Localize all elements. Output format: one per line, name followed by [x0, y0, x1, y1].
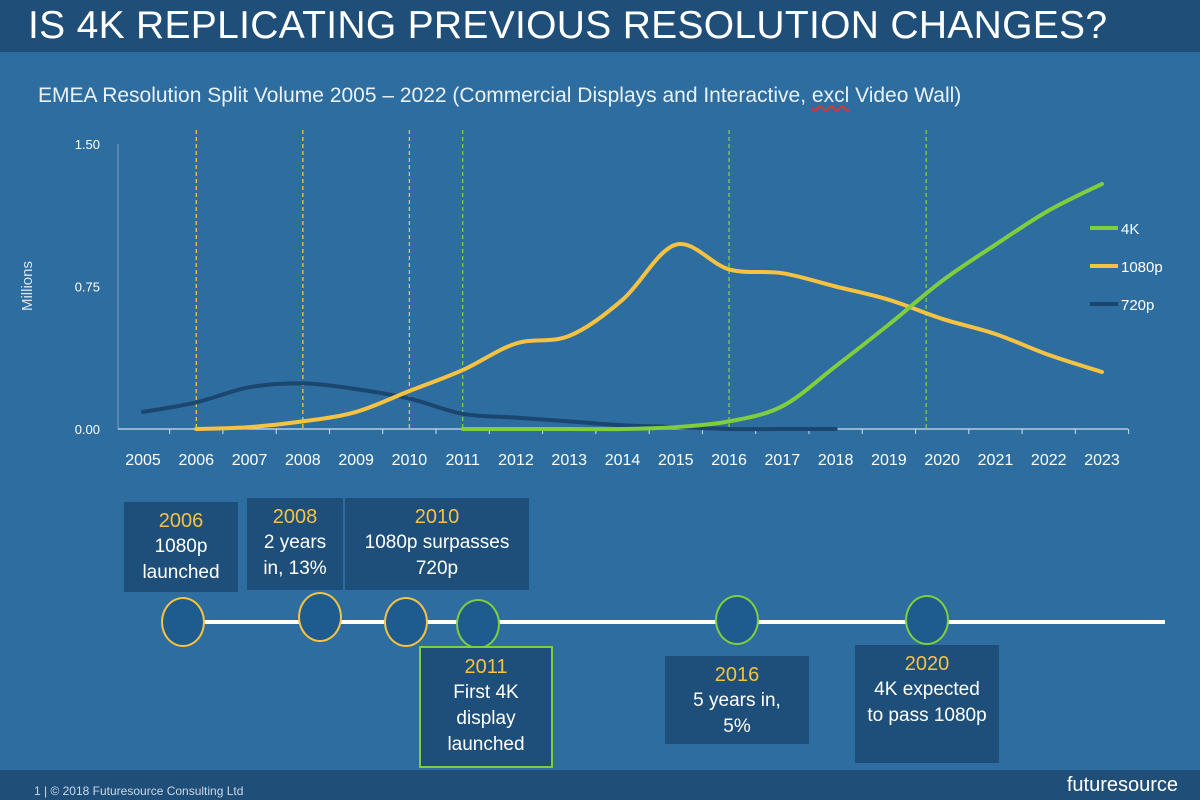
x-tick-label: 2017: [765, 452, 801, 469]
x-tick-label: 2023: [1084, 452, 1120, 469]
milestone-text: 5 years in, 5%: [693, 690, 781, 737]
footer-bar: [0, 770, 1200, 800]
milestone-year: 2020: [904, 653, 950, 675]
x-tick-label: 2015: [658, 452, 694, 469]
milestone-year: 2011: [464, 656, 508, 678]
footer-copyright: 1 | © 2018 Futuresource Consulting Ltd: [34, 784, 244, 798]
timeline-node-2010: [384, 597, 428, 647]
x-tick-label: 2021: [978, 452, 1014, 469]
x-tick-label: 2014: [605, 452, 641, 469]
resolution-line-chart: 0.00 0.75 1.50 Millions 2005 2006 2007 2008 2009…: [19, 130, 1163, 469]
x-tick-label: 2013: [551, 452, 587, 469]
timeline-node-2008: [298, 592, 342, 642]
legend-label: 4K: [1121, 221, 1139, 238]
x-tick-label: 2009: [338, 452, 374, 469]
x-tick-label: 2019: [871, 452, 907, 469]
milestone-box-2010: 2010 1080p surpasses 720p: [345, 498, 529, 590]
y-tick-label: 1.50: [75, 137, 100, 152]
x-tick-label: 2020: [924, 452, 960, 469]
legend-label: 1080p: [1121, 259, 1163, 276]
subtitle-suffix: Video Wall): [849, 84, 962, 107]
x-tick-label: 2012: [498, 452, 534, 469]
futuresource-logo: futuresource: [1066, 774, 1178, 796]
x-tick-label: 2016: [711, 452, 747, 469]
milestone-year: 2008: [272, 506, 318, 528]
milestone-text: 1080p surpasses 720p: [364, 532, 510, 579]
x-tick-label: 2008: [285, 452, 321, 469]
timeline-node-2011: [456, 599, 500, 649]
page-title: IS 4K REPLICATING PREVIOUS RESOLUTION CH…: [28, 4, 1108, 47]
series-line-1080p: [194, 242, 1104, 431]
x-tick-label: 2007: [232, 452, 268, 469]
timeline-node-2016: [715, 595, 759, 645]
series-line-4k: [460, 181, 1104, 432]
chart-subtitle: EMEA Resolution Split Volume 2005 – 2022…: [38, 84, 961, 108]
milestone-text: 4K expected to pass 1080p: [867, 679, 987, 726]
timeline-node-2020: [905, 595, 949, 645]
series-line-720p: [141, 381, 838, 432]
x-tick-label: 2005: [125, 452, 161, 469]
milestone-text: 1080p launched: [142, 536, 220, 583]
x-tick-label: 2018: [818, 452, 854, 469]
milestone-box-2016: 2016 5 years in, 5%: [665, 656, 809, 744]
milestone-year: 2010: [414, 506, 460, 528]
timeline-line: [168, 620, 1165, 624]
title-bar: [0, 0, 1200, 52]
milestone-year: 2006: [158, 510, 204, 532]
x-tick-label: 2010: [392, 452, 428, 469]
milestone-text: First 4K display launched: [447, 682, 525, 755]
milestone-box-2011: 2011 First 4K display launched: [419, 646, 553, 768]
milestone-year: 2016: [714, 664, 760, 686]
y-tick-label: 0.00: [75, 422, 100, 437]
milestone-box-2020: 2020 4K expected to pass 1080p: [855, 645, 999, 763]
timeline-node-2006: [161, 597, 205, 647]
milestone-box-2006: 2006 1080p launched: [124, 502, 238, 592]
milestone-text: 2 years in, 13%: [263, 532, 327, 579]
x-tick-label: 2022: [1031, 452, 1067, 469]
milestone-box-2008: 2008 2 years in, 13%: [247, 498, 343, 590]
subtitle-prefix: EMEA Resolution Split Volume 2005 – 2022…: [38, 84, 812, 107]
y-axis-label: Millions: [19, 261, 36, 311]
subtitle-underlined-word: excl: [811, 84, 850, 107]
x-tick-label: 2011: [445, 452, 480, 469]
x-tick-label: 2006: [178, 452, 214, 469]
legend-label: 720p: [1121, 297, 1154, 314]
y-tick-label: 0.75: [75, 280, 100, 295]
